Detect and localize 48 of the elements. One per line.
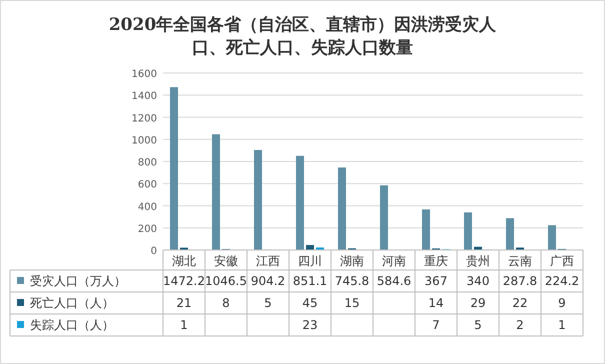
data-label: 1	[558, 318, 566, 332]
data-label: 29	[470, 296, 486, 310]
data-label: 5	[264, 296, 272, 310]
data-label: 9	[558, 296, 566, 310]
data-label: 1	[180, 318, 188, 332]
data-label: 14	[428, 296, 444, 310]
data-label: 8	[222, 296, 230, 310]
legend-label: 死亡人口（人）	[30, 296, 114, 310]
data-label: 45	[302, 296, 318, 310]
y-tick-label: 1200	[132, 113, 157, 124]
x-tick-label: 广西	[550, 254, 574, 268]
data-label: 745.8	[334, 274, 370, 288]
data-label: 15	[344, 296, 360, 310]
y-tick-label: 0	[150, 246, 157, 257]
y-tick-label: 1400	[132, 91, 157, 102]
data-label: 2	[516, 318, 524, 332]
y-tick-label: 800	[138, 158, 157, 168]
data-label: 23	[302, 318, 318, 332]
data-label: 904.2	[250, 274, 286, 288]
legend-label: 受灾人口（万人）	[30, 274, 126, 288]
y-tick-label: 1600	[132, 69, 157, 80]
data-label: 22	[512, 296, 528, 310]
x-tick-label: 安徽	[214, 254, 238, 268]
x-tick-label: 湖南	[340, 254, 364, 268]
data-label: 340	[466, 274, 490, 288]
data-label: 5	[474, 318, 482, 332]
x-tick-label: 湖北	[172, 254, 196, 268]
x-tick-label: 江西	[256, 254, 280, 268]
data-label: 584.6	[376, 274, 412, 288]
y-tick-label: 1000	[132, 135, 157, 146]
data-label: 21	[176, 296, 192, 310]
data-label: 851.1	[292, 274, 328, 288]
data-label: 224.2	[544, 274, 580, 288]
x-tick-label: 重庆	[424, 254, 448, 268]
x-tick-label: 贵州	[466, 254, 490, 268]
data-label: 1472.2	[163, 274, 205, 288]
data-label: 287.8	[502, 274, 538, 288]
legend-label: 失踪人口（人）	[30, 318, 114, 332]
y-tick-label: 600	[138, 180, 157, 191]
x-tick-label: 四川	[298, 254, 322, 268]
data-label: 1046.5	[205, 274, 247, 288]
x-tick-label: 云南	[508, 254, 532, 268]
x-tick-label: 河南	[382, 254, 406, 268]
data-label: 7	[432, 318, 440, 332]
y-tick-label: 400	[138, 202, 157, 213]
chart-title: 2020年全国各省（自治区、直辖市）因洪涝受灾人口、死亡人口、失踪人口数量	[108, 15, 498, 58]
y-tick-label: 200	[138, 224, 157, 235]
data-label: 367	[424, 274, 448, 288]
